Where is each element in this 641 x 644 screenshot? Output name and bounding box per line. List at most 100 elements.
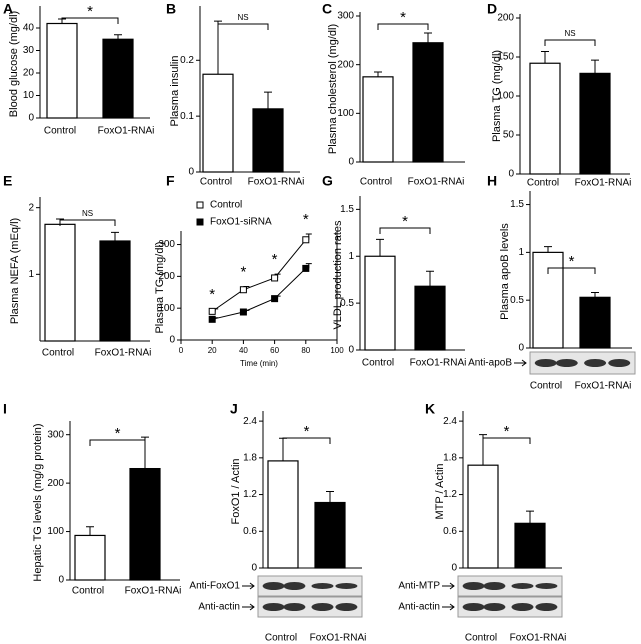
bar [99, 240, 131, 342]
point [208, 315, 216, 323]
panel-letter: B [166, 1, 176, 17]
point [239, 286, 247, 294]
y-tick-label: 0.5 [340, 298, 354, 309]
y-tick-label: 0.2 [180, 55, 194, 66]
y-tick-label: 100 [337, 108, 354, 119]
y-tick-label: 150 [497, 52, 514, 63]
bar [46, 22, 78, 119]
blot-strip [457, 596, 563, 618]
y-tick-label: 100 [497, 91, 514, 102]
y-tick-label: 0.1 [180, 111, 194, 122]
y-tick-label: 50 [503, 130, 515, 141]
bar [364, 255, 396, 351]
error-bar [541, 51, 549, 64]
bar [579, 72, 611, 175]
y-tick-label: 0 [508, 169, 514, 180]
y-tick-label: 1.5 [340, 204, 354, 215]
y-tick-label: 0 [28, 113, 34, 124]
category-label: Control [360, 177, 392, 188]
blot-arrow [242, 582, 255, 590]
error-bar [114, 34, 122, 40]
blot-band [535, 583, 558, 589]
x-tick-label: 60 [270, 346, 279, 355]
bar [74, 534, 106, 581]
blot-band [283, 582, 306, 590]
error-bar [544, 246, 552, 253]
blot-band [311, 583, 334, 589]
y-tick-label: 0 [518, 343, 524, 354]
y-tick-label: 2 [28, 202, 34, 213]
y-tick-label: 1.8 [443, 452, 457, 463]
point [302, 264, 310, 272]
blot-band [483, 582, 506, 590]
y-tick-label: 1 [348, 251, 354, 262]
panel-letter: G [322, 173, 333, 189]
blot-band [262, 603, 285, 611]
category-label: FoxO1-RNAi [408, 177, 465, 188]
significance-bracket [59, 219, 116, 226]
category-label: FoxO1-RNAi [98, 126, 155, 137]
blot-band [335, 583, 358, 589]
series-line [211, 239, 307, 312]
panel-letter: F [166, 173, 175, 189]
y-axis-label: FoxO1 / Actin [230, 458, 242, 524]
x-tick-label: 20 [208, 346, 217, 355]
blot-band [584, 359, 607, 367]
bar [514, 522, 546, 569]
y-tick-label: 0 [169, 335, 175, 346]
y-tick-label: 0.6 [243, 526, 257, 537]
error-bar [214, 20, 222, 75]
y-tick-label: 1 [28, 269, 34, 280]
y-tick-label: 0 [188, 167, 194, 178]
significance-label: NS [564, 29, 575, 38]
significance-bracket [544, 39, 596, 46]
bar [102, 38, 134, 119]
panel-letter: K [425, 401, 435, 417]
series-line [212, 268, 307, 320]
blot-band [335, 603, 358, 611]
blot-strip [257, 596, 363, 618]
significance-label: * [569, 253, 575, 270]
blot-band [608, 359, 631, 367]
bar [267, 460, 299, 569]
significance-label: * [504, 423, 510, 440]
y-axis-label: Blood glucose (mg/dl) [8, 11, 20, 117]
blot-label: Anti-actin [198, 602, 240, 613]
error-bar [376, 238, 384, 257]
y-axis-label: Plasma apoB levels [499, 223, 511, 320]
blot-band [511, 583, 534, 589]
y-axis-label: Plasma NEFA (mEq/l) [9, 218, 21, 324]
panel-letter: J [230, 401, 238, 417]
panel-letter: C [322, 1, 332, 17]
category-label: Control [200, 177, 232, 188]
blot-arrow [442, 582, 455, 590]
point [271, 295, 279, 303]
significance-bracket [61, 17, 119, 24]
category-label: Control [72, 586, 104, 597]
bar [252, 108, 284, 173]
bar [44, 223, 76, 342]
panel-letter: A [3, 1, 13, 17]
y-axis-label: VLDL production rates [332, 220, 344, 330]
blot-band [511, 603, 534, 611]
y-tick-label: 1.5 [510, 199, 524, 210]
bar [129, 467, 161, 581]
significance-bracket [482, 437, 531, 444]
y-tick-label: 0.6 [443, 526, 457, 537]
significance-bracket [282, 437, 331, 444]
y-tick-label: 200 [47, 478, 64, 489]
category-label: FoxO1-RNAi [575, 381, 632, 392]
y-tick-label: 0 [451, 563, 457, 574]
bar [467, 464, 499, 569]
y-tick-label: 40 [23, 23, 35, 34]
x-tick-label: 100 [330, 346, 344, 355]
blot-arrow [514, 359, 527, 367]
y-axis-label: Plasma insulin [169, 56, 181, 127]
panel-letter: D [487, 1, 497, 17]
category-label: Control [362, 358, 394, 369]
category-label: FoxO1-RNAi [95, 348, 152, 359]
blot-band [262, 582, 285, 590]
category-label: FoxO1-RNAi [410, 358, 467, 369]
y-tick-label: 200 [158, 271, 175, 282]
